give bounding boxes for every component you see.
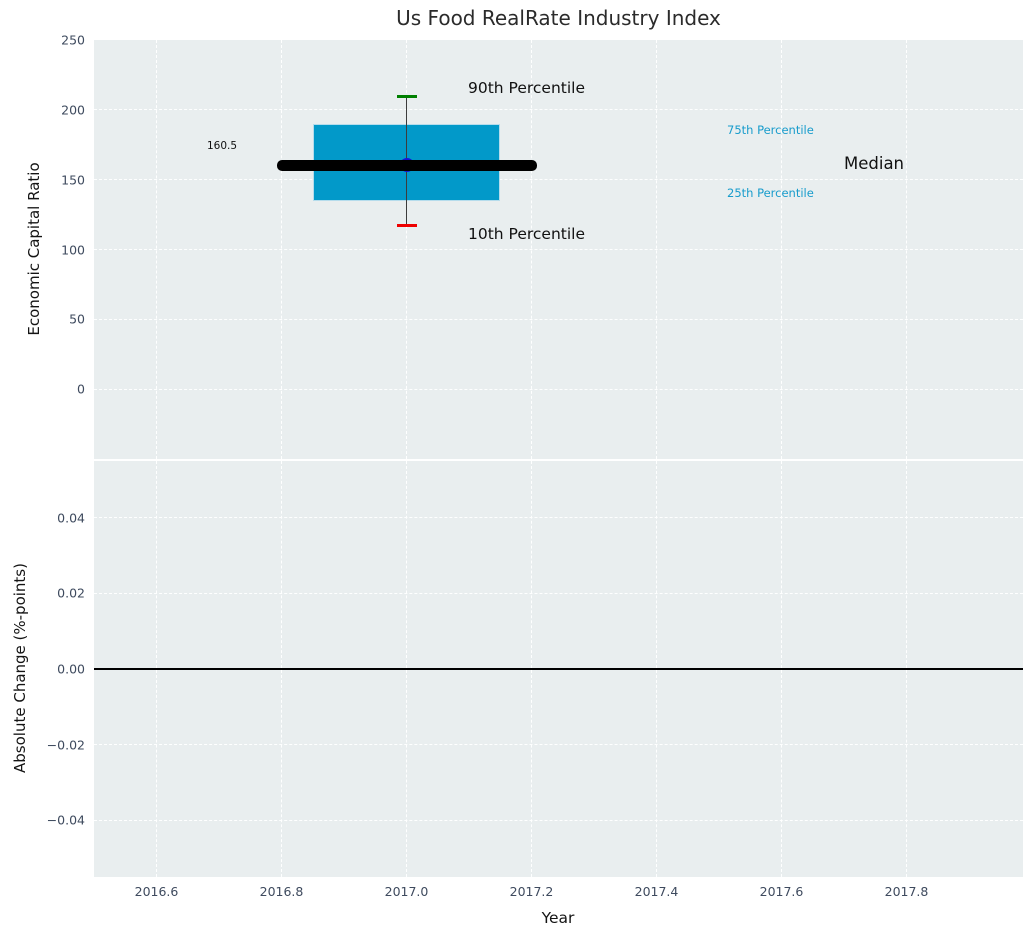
y-tick-label: 0 (77, 381, 85, 397)
annotation-median: Median (844, 154, 905, 173)
y-tick-label: −0.04 (46, 812, 85, 828)
y-tick-label: −0.02 (46, 737, 85, 753)
x-tick-label: 2017.2 (509, 884, 554, 899)
annotation-10th-percentile: 10th Percentile (468, 225, 586, 243)
top-axes (94, 40, 1023, 459)
y-tick-label: 0.02 (57, 585, 85, 601)
y-tick-label: 0.04 (57, 510, 85, 526)
y-gridline (94, 248, 1023, 250)
top-y-axis-label: Economic Capital Ratio (25, 162, 43, 336)
y-gridline (94, 388, 1023, 390)
y-gridline (94, 819, 1023, 821)
y-gridline (94, 109, 1023, 111)
y-tick-label: 50 (69, 311, 85, 327)
annotation-90th-percentile: 90th Percentile (468, 79, 586, 97)
x-tick-label: 2017.6 (759, 884, 804, 899)
x-tick-label: 2016.8 (259, 884, 304, 899)
y-gridline (94, 517, 1023, 519)
x-axis-label: Year (541, 909, 575, 927)
y-gridline (94, 592, 1023, 594)
zero-line (94, 668, 1023, 670)
chart-title: Us Food RealRate Industry Index (396, 6, 721, 30)
y-gridline (94, 744, 1023, 746)
x-tick-label: 2017.4 (634, 884, 679, 899)
median-line (276, 159, 537, 171)
y-tick-label: 200 (61, 102, 85, 118)
y-tick-label: 150 (61, 172, 85, 188)
x-tick-label: 2017.8 (884, 884, 929, 899)
y-tick-label: 100 (61, 242, 85, 257)
y-tick-label: 0.00 (57, 661, 85, 677)
bottom-y-axis-label: Absolute Change (%-points) (11, 563, 29, 773)
y-tick-label: 250 (61, 32, 85, 48)
whisker-cap-10th (396, 223, 417, 227)
x-tick-label: 2017.0 (384, 884, 429, 899)
y-gridline (94, 179, 1023, 181)
bottom-axes (94, 461, 1023, 877)
x-tick-label: 2016.6 (134, 884, 179, 899)
annotation-160-5: 160.5 (207, 140, 238, 152)
annotation-75th-percentile: 75th Percentile (727, 123, 814, 137)
whisker-cap-90th (396, 95, 417, 99)
y-gridline (94, 318, 1023, 320)
annotation-25th-percentile: 25th Percentile (727, 186, 814, 200)
